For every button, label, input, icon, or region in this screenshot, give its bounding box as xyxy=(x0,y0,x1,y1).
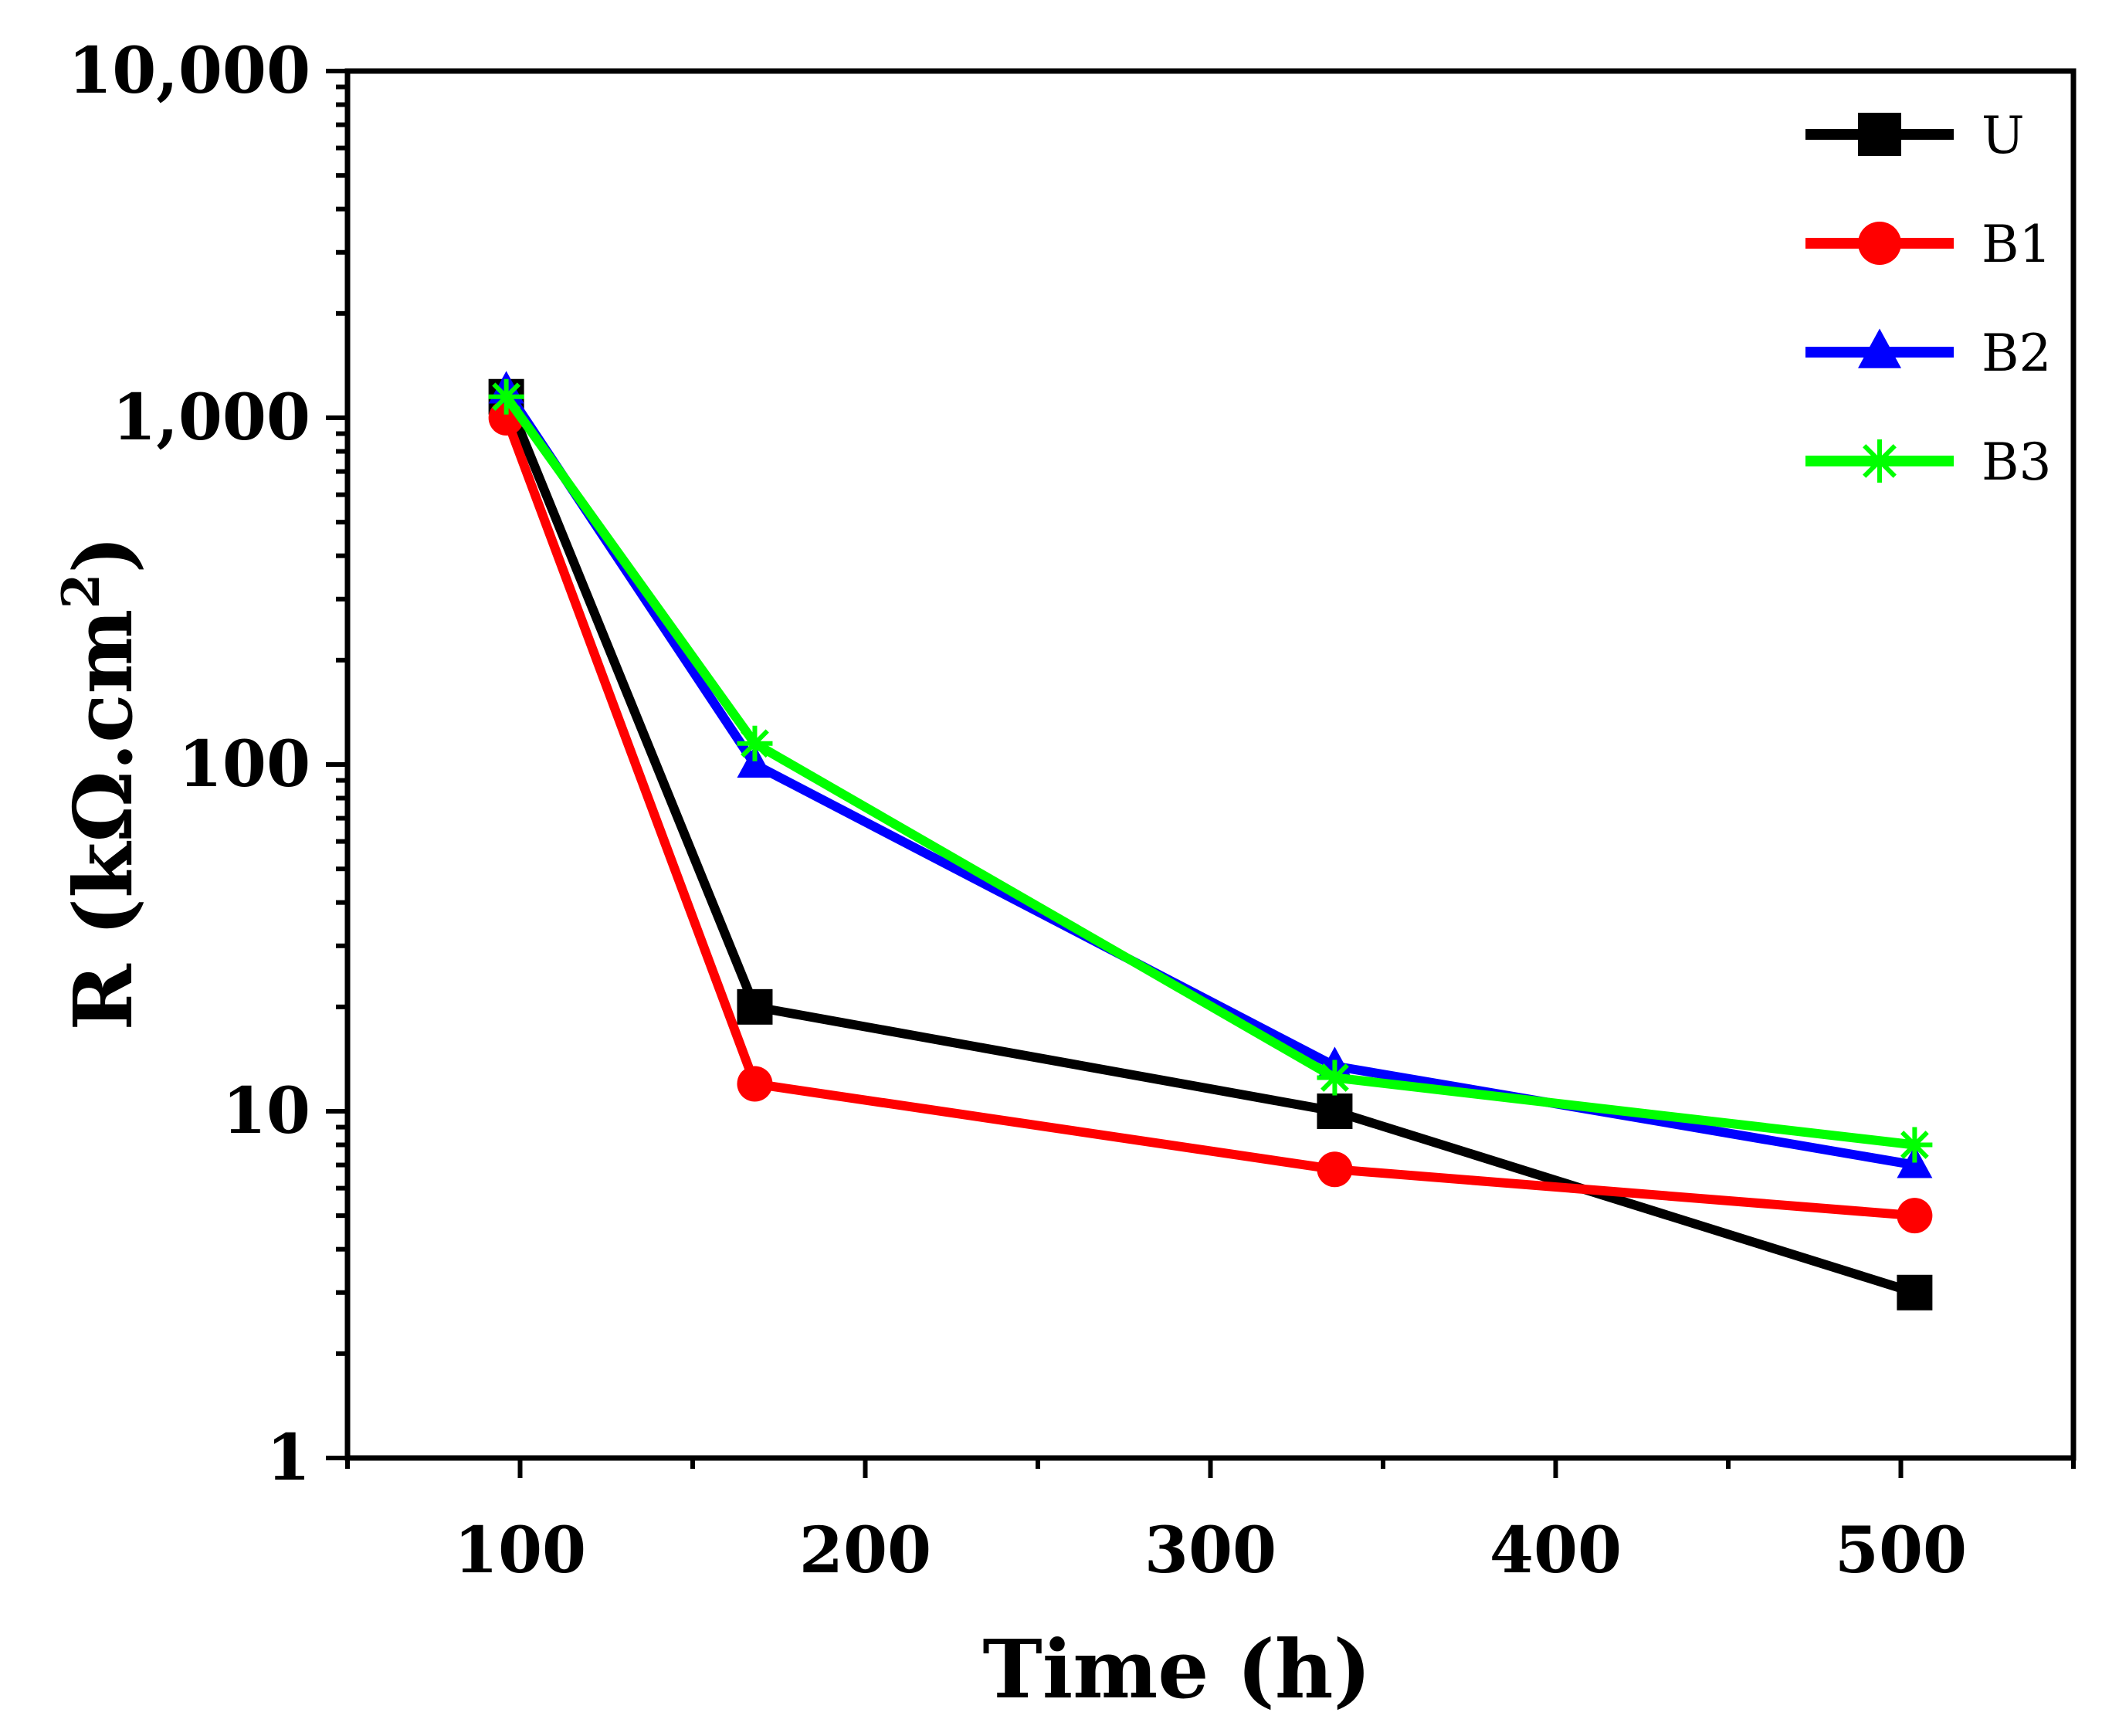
x-tick-label: 400 xyxy=(1490,1514,1622,1588)
x-tick-label: 200 xyxy=(799,1514,931,1588)
series-line xyxy=(501,415,1915,1221)
series-b3 xyxy=(488,378,1933,1163)
legend-label: B1 xyxy=(1982,215,2052,274)
y-tick-label: 100 xyxy=(178,727,310,802)
x-tick-label: 500 xyxy=(1835,1514,1967,1588)
legend-label: U xyxy=(1982,106,2025,165)
x-axis-title: Time (h) xyxy=(982,1622,1371,1717)
data-point xyxy=(1897,1127,1933,1163)
data-point xyxy=(737,1066,773,1102)
axes-layer: 100 200 300 400 500 1 10 100 1,000 10,000 xyxy=(68,34,2077,1588)
y-tick-label: 10 xyxy=(222,1074,310,1148)
y-ticks xyxy=(326,69,348,1460)
legend-marker xyxy=(1858,113,1901,156)
data-point-stroke xyxy=(1321,1063,1349,1092)
series-b1 xyxy=(488,400,1933,1234)
legend-item-b1: B1 xyxy=(1805,215,2052,274)
legend-marker xyxy=(1858,328,1901,368)
legend-item-b2: B2 xyxy=(1805,324,2052,383)
x-tick-label: 300 xyxy=(1144,1514,1276,1588)
legend: U B1 B2 B3 xyxy=(1805,106,2052,492)
data-point xyxy=(737,744,773,778)
data-point xyxy=(488,378,524,415)
y-axis-title-superscript: 2 xyxy=(51,574,111,609)
data-point-stroke xyxy=(1900,1131,1929,1159)
series-line xyxy=(502,395,1917,1297)
y-tick-label: 1 xyxy=(266,1421,310,1495)
y-tick-label: 10,000 xyxy=(68,34,310,108)
x-tick-label: 100 xyxy=(454,1514,586,1588)
legend-item-u: U xyxy=(1805,106,2025,165)
y-tick-label: 1,000 xyxy=(112,381,310,455)
data-point xyxy=(1317,1093,1353,1129)
data-point xyxy=(737,988,773,1025)
data-point-stroke xyxy=(492,382,521,412)
legend-marker xyxy=(1858,439,1901,483)
series-b2 xyxy=(488,371,1933,1178)
legend-label: B3 xyxy=(1982,432,2052,492)
series-line xyxy=(502,394,1916,1150)
plot-frame xyxy=(344,68,2077,1461)
data-point-stroke xyxy=(741,729,769,758)
legend-item-b3: B3 xyxy=(1805,432,2052,492)
series-line xyxy=(502,388,1916,1170)
data-point xyxy=(737,725,773,761)
y-axis-title-main: R (kΩ.cm xyxy=(56,609,151,1031)
legend-marker xyxy=(1858,222,1901,265)
y-axis-title-close: ) xyxy=(56,535,151,573)
legend-label: B2 xyxy=(1982,324,2052,383)
data-point xyxy=(1317,1151,1353,1188)
y-axis-title: R (kΩ.cm2) xyxy=(51,535,151,1030)
data-point xyxy=(1317,1060,1353,1096)
x-ticks xyxy=(345,1458,2076,1478)
series-u xyxy=(488,378,1933,1310)
series-layer xyxy=(488,371,1933,1310)
legend-marker-stroke xyxy=(1863,444,1897,478)
data-point xyxy=(1897,1198,1933,1234)
data-point xyxy=(1897,1274,1933,1310)
